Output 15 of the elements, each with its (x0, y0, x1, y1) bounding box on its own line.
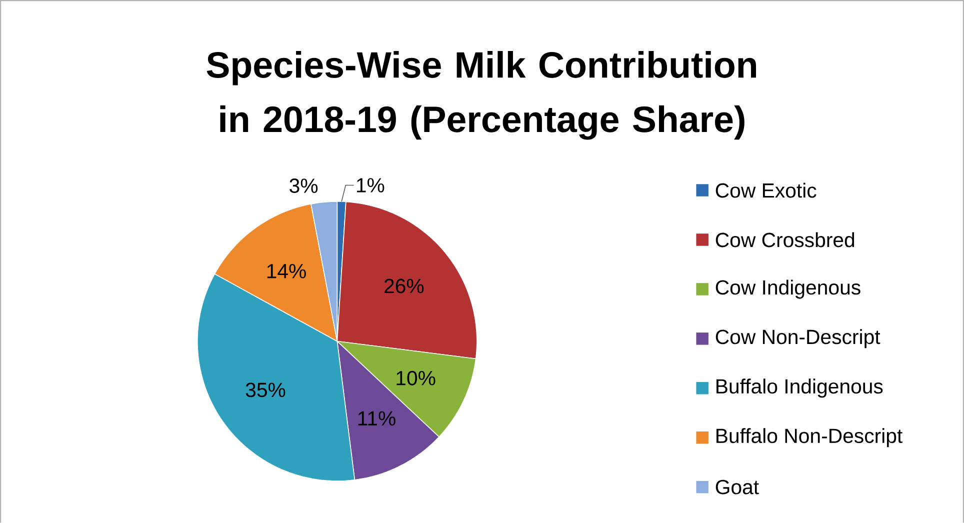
legend-label: Buffalo Non-Descript (716, 428, 902, 447)
data-label: 26% (384, 278, 424, 294)
legend-label: Cow Indigenous (716, 280, 860, 299)
data-label: 11% (358, 411, 396, 426)
data-label: 14% (267, 264, 306, 278)
data-label: 10% (396, 370, 436, 386)
legend-label: Cow Crossbred (716, 232, 854, 248)
legend-label: Goat (716, 480, 759, 494)
data-label: 1% (356, 178, 384, 192)
legend-label: Buffalo Indigenous (716, 378, 883, 398)
chart-title: Species-Wise Milk Contribution in 2018-19 (Percentage Share) (206, 50, 756, 140)
legend-label: Cow Exotic (716, 182, 816, 198)
data-label: 35% (246, 382, 286, 397)
data-label: 3% (290, 178, 318, 193)
legend-label: Cow Non-Descript (716, 329, 880, 348)
